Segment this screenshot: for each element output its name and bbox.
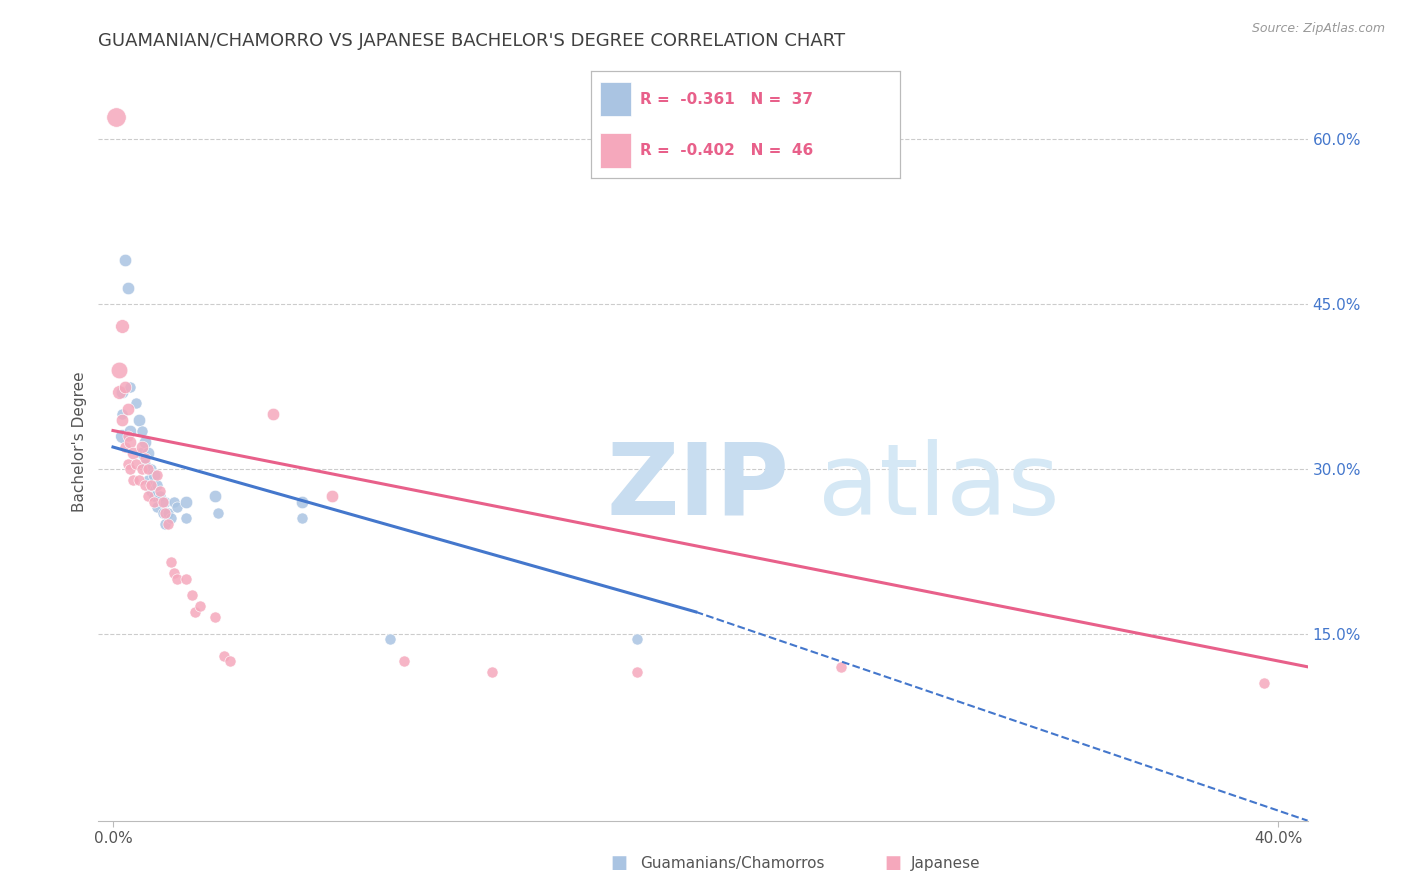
Point — [321, 490, 343, 504]
Point — [139, 478, 162, 492]
Point — [174, 572, 197, 586]
Point — [131, 424, 153, 438]
Point — [142, 490, 165, 504]
Text: atlas: atlas — [818, 439, 1060, 535]
Text: ■: ■ — [610, 855, 627, 872]
Point — [111, 429, 134, 443]
Point — [160, 511, 183, 525]
Point — [1253, 676, 1275, 690]
Point — [190, 599, 212, 614]
Point — [131, 445, 153, 459]
Text: R =  -0.361   N =  37: R = -0.361 N = 37 — [640, 92, 813, 107]
Point — [163, 495, 186, 509]
Point — [160, 556, 183, 570]
Point — [136, 445, 159, 459]
Point — [155, 516, 177, 531]
Point — [104, 111, 127, 125]
Point — [136, 490, 159, 504]
Point — [134, 457, 156, 471]
Text: Japanese: Japanese — [911, 856, 981, 871]
Point — [291, 495, 314, 509]
Point — [157, 516, 180, 531]
Point — [180, 588, 202, 602]
Point — [134, 434, 156, 449]
Point — [149, 490, 172, 504]
Point — [114, 440, 136, 454]
Bar — [600, 134, 631, 168]
Point — [207, 506, 229, 520]
Point — [152, 506, 174, 520]
Point — [174, 511, 197, 525]
Point — [139, 462, 162, 476]
Point — [157, 506, 180, 520]
Point — [111, 407, 134, 421]
Point — [166, 572, 188, 586]
Point — [139, 483, 162, 498]
Point — [142, 467, 165, 482]
Point — [155, 495, 177, 509]
Point — [136, 462, 159, 476]
Point — [183, 605, 205, 619]
Point — [120, 462, 142, 476]
Point — [136, 473, 159, 487]
Text: Guamanians/Chamorros: Guamanians/Chamorros — [640, 856, 824, 871]
Text: ZIP: ZIP — [606, 439, 789, 535]
Point — [117, 401, 139, 416]
Point — [378, 632, 401, 647]
Point — [128, 412, 150, 426]
Point — [830, 660, 852, 674]
Point — [145, 478, 167, 492]
Point — [111, 385, 134, 400]
Point — [155, 506, 177, 520]
Y-axis label: Bachelor's Degree: Bachelor's Degree — [72, 371, 87, 512]
Text: GUAMANIAN/CHAMORRO VS JAPANESE BACHELOR'S DEGREE CORRELATION CHART: GUAMANIAN/CHAMORRO VS JAPANESE BACHELOR'… — [98, 32, 845, 50]
Point — [142, 495, 165, 509]
Point — [166, 500, 188, 515]
Text: ■: ■ — [884, 855, 901, 872]
Point — [125, 457, 148, 471]
Point — [120, 434, 142, 449]
Point — [131, 462, 153, 476]
Point — [145, 500, 167, 515]
Point — [122, 445, 145, 459]
Point — [108, 385, 131, 400]
Point — [117, 457, 139, 471]
Point — [117, 281, 139, 295]
Point — [120, 424, 142, 438]
Point — [262, 407, 284, 421]
Point — [204, 610, 226, 624]
Point — [149, 483, 172, 498]
Point — [626, 632, 648, 647]
Point — [131, 440, 153, 454]
Point — [212, 648, 235, 663]
Point — [134, 450, 156, 465]
Point — [163, 566, 186, 581]
Point — [481, 665, 503, 680]
Point — [114, 253, 136, 268]
Point — [111, 412, 134, 426]
Point — [204, 490, 226, 504]
Point — [291, 511, 314, 525]
Point — [626, 665, 648, 680]
Point — [108, 363, 131, 377]
Text: Source: ZipAtlas.com: Source: ZipAtlas.com — [1251, 22, 1385, 36]
Point — [174, 495, 197, 509]
Point — [394, 654, 416, 668]
Point — [134, 478, 156, 492]
Point — [125, 396, 148, 410]
Point — [114, 379, 136, 393]
Point — [128, 473, 150, 487]
Bar — [600, 82, 631, 116]
Point — [117, 429, 139, 443]
Point — [120, 379, 142, 393]
Point — [111, 319, 134, 334]
Point — [218, 654, 240, 668]
Point — [145, 467, 167, 482]
Text: R =  -0.402   N =  46: R = -0.402 N = 46 — [640, 143, 813, 158]
Point — [122, 473, 145, 487]
Point — [152, 495, 174, 509]
